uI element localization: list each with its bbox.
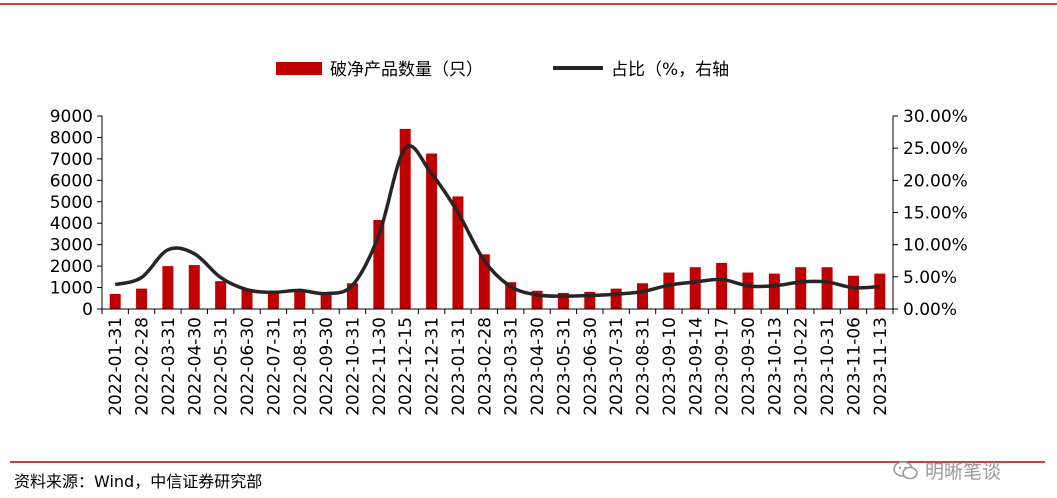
bar — [267, 291, 279, 309]
x-tick-label: 2022-02-28 — [133, 317, 153, 416]
x-tick-label: 2023-07-31 — [607, 317, 627, 416]
bar — [874, 273, 886, 309]
bar-series — [109, 128, 886, 309]
right-tick-label: 20.00% — [903, 171, 968, 191]
x-tick-label: 2023-02-28 — [475, 317, 495, 416]
x-tick-label: 2022-11-30 — [370, 317, 390, 416]
line-series — [114, 144, 880, 298]
series-line — [114, 144, 880, 298]
x-tick-label: 2022-12-31 — [423, 317, 443, 416]
x-tick-label: 2022-05-31 — [212, 317, 232, 416]
legend-label-line: 占比（%，右轴 — [611, 60, 729, 80]
x-tick-label: 2022-06-30 — [238, 317, 258, 416]
left-tick-label: 8000 — [50, 128, 93, 148]
bar — [109, 293, 121, 309]
bar — [215, 281, 227, 309]
x-tick-label: 2023-08-31 — [634, 317, 654, 416]
x-tick-label: 2022-07-31 — [264, 317, 284, 416]
x-tick-label: 2022-03-31 — [159, 317, 179, 416]
x-tick-label: 2023-03-31 — [502, 317, 522, 416]
right-tick-label: 30.00% — [903, 107, 968, 127]
x-tick-label: 2023-09-10 — [660, 317, 680, 416]
x-tick-label: 2023-05-31 — [554, 317, 574, 416]
left-tick-label: 9000 — [50, 107, 93, 127]
legend-swatch-bar — [276, 62, 322, 75]
x-tick-label: 2023-04-30 — [528, 317, 548, 416]
left-tick-label: 6000 — [50, 171, 93, 191]
x-tick-label: 2022-12-15 — [396, 317, 416, 416]
left-tick-label: 5000 — [50, 193, 93, 213]
x-axis: 2022-01-31 2022-02-28 2022-03-31 2022-04-30… — [101, 308, 894, 416]
wechat-icon — [893, 460, 918, 479]
right-tick-label: 25.00% — [903, 139, 968, 159]
bar — [478, 254, 490, 309]
source-note: 资料来源：Wind，中信证券研究部 — [14, 472, 263, 491]
bar — [716, 262, 728, 309]
bar — [663, 272, 675, 309]
bar — [136, 288, 148, 309]
right-axis: 0.00% 5.00% 10.00% 15.00% 20.00% 25.00% 30.00% — [892, 107, 968, 320]
x-tick-label: 2023-09-30 — [739, 317, 759, 416]
x-tick-label: 2023-10-22 — [792, 317, 812, 416]
bar — [557, 292, 569, 309]
bar — [637, 283, 649, 309]
left-tick-label: 1000 — [50, 279, 93, 299]
left-tick-label: 0 — [82, 300, 93, 320]
x-tick-label: 2022-01-31 — [106, 317, 126, 416]
x-tick-label: 2023-11-06 — [844, 317, 864, 416]
bar — [188, 265, 200, 309]
bar — [847, 275, 859, 309]
legend: 破净产品数量（只） 占比（%，右轴 — [276, 60, 729, 80]
x-tick-label: 2023-06-30 — [581, 317, 601, 416]
bar — [373, 220, 385, 309]
right-tick-label: 5.00% — [903, 268, 957, 288]
bar — [162, 266, 174, 309]
watermark: 明晰笔谈 — [893, 457, 1001, 484]
x-tick-label: 2022-08-31 — [291, 317, 311, 416]
bar — [531, 290, 543, 309]
bar — [821, 267, 833, 309]
right-tick-label: 0.00% — [903, 300, 957, 320]
bar — [584, 291, 596, 309]
right-tick-label: 10.00% — [903, 236, 968, 256]
left-tick-label: 4000 — [50, 214, 93, 234]
bar — [346, 283, 358, 309]
left-tick-label: 7000 — [50, 150, 93, 170]
bar — [241, 289, 253, 309]
x-tick-label: 2023-09-17 — [713, 317, 733, 416]
x-tick-label: 2023-11-13 — [871, 317, 891, 416]
bar — [452, 196, 464, 309]
bar — [320, 293, 332, 309]
legend-label-bar: 破净产品数量（只） — [330, 60, 483, 80]
x-tick-label: 2022-10-31 — [343, 317, 363, 416]
bar — [399, 128, 411, 309]
bar — [689, 267, 701, 309]
right-tick-label: 15.00% — [903, 204, 968, 224]
x-tick-label: 2023-10-31 — [818, 317, 838, 416]
bar — [505, 282, 517, 309]
bar — [768, 273, 780, 309]
bar — [294, 290, 306, 309]
bar — [742, 272, 754, 309]
watermark-text: 明晰笔谈 — [925, 461, 1002, 483]
x-tick-label: 2023-01-31 — [449, 317, 469, 416]
left-tick-label: 2000 — [50, 257, 93, 277]
bar — [426, 153, 438, 309]
x-tick-label: 2023-10-13 — [765, 317, 785, 416]
x-tick-label: 2022-04-30 — [185, 317, 205, 416]
left-tick-label: 3000 — [50, 236, 93, 256]
x-tick-label: 2022-09-30 — [317, 317, 337, 416]
bar — [795, 267, 807, 309]
x-tick-label: 2023-09-14 — [686, 317, 706, 416]
bar — [610, 288, 622, 309]
